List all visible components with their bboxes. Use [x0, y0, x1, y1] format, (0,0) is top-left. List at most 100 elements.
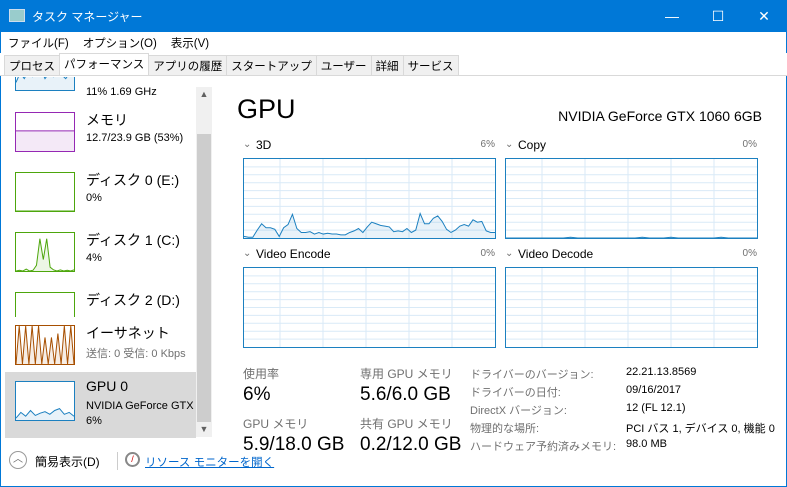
fewer-details-button[interactable]: 簡易表示(D) — [35, 455, 100, 469]
item-detail: 12.7/23.9 GB (53%) — [86, 132, 184, 144]
chevron-down-icon[interactable]: ⌄ — [505, 248, 514, 259]
history-graph — [16, 326, 74, 364]
tab-2[interactable]: アプリの履歴 — [148, 55, 228, 75]
window-title: タスク マネージャー — [32, 10, 143, 24]
gpu-model: NVIDIA GeForce GTX 1060 6GB — [558, 108, 762, 124]
engine-percent: 0% — [742, 139, 757, 150]
history-graph — [244, 268, 495, 347]
chevron-down-icon[interactable]: ⌄ — [243, 248, 252, 259]
detail-key: ドライバーのバージョン: — [470, 369, 594, 381]
engine-label[interactable]: Video Decode — [518, 247, 594, 261]
engine-graph — [243, 267, 496, 348]
history-graph — [16, 293, 74, 317]
sidebar-item-4[interactable]: ディスク 2 (D:) — [5, 284, 196, 317]
engine-graph — [243, 158, 496, 239]
sidebar-item-2[interactable]: ディスク 0 (E:) 0% — [5, 164, 196, 230]
item-name: メモリ — [86, 112, 128, 128]
history-graph — [506, 268, 757, 347]
graph-line — [506, 236, 757, 238]
scroll-thumb[interactable] — [197, 134, 211, 422]
engine-label[interactable]: 3D — [256, 138, 272, 152]
minimize-button[interactable]: — — [665, 8, 679, 24]
history-graph — [16, 77, 74, 90]
scroll-down-icon[interactable]: ▼ — [199, 424, 209, 434]
item-detail: 4% — [86, 252, 102, 264]
scrollbar[interactable]: ▲ ▼ — [196, 87, 212, 437]
history-graph — [506, 159, 757, 238]
graph-area — [16, 130, 74, 151]
shared-memory-value: 0.2/12.0 GB — [360, 434, 462, 455]
menu-file[interactable]: ファイル(F) — [8, 38, 69, 50]
detail-value: 22.21.13.8569 — [626, 366, 697, 378]
title-bar: タスク マネージャー — ☐ ✕ — [0, 0, 787, 32]
tab-5[interactable]: 詳細 — [370, 55, 404, 75]
menu-options[interactable]: オプション(O) — [82, 38, 157, 50]
item-name: ディスク 1 (C:) — [86, 232, 180, 248]
maximize-button[interactable]: ☐ — [711, 8, 725, 24]
graph-line — [244, 211, 495, 238]
graph-area — [244, 213, 495, 238]
detail-value: PCI バス 1, デバイス 0, 機能 0 — [626, 423, 775, 435]
chevron-up-icon[interactable]: ︿ — [9, 451, 27, 469]
item-detail: 0% — [86, 192, 102, 204]
detail-value: 12 (FL 12.1) — [626, 402, 686, 414]
sidebar-item-5[interactable]: イーサネット送信: 0 受信: 0 Kbps — [5, 317, 196, 372]
detail-value: 98.0 MB — [626, 438, 667, 450]
detail-key: ハードウェア予約済みメモリ: — [470, 441, 617, 453]
item-name: イーサネット — [86, 325, 170, 341]
graph-line — [16, 77, 74, 83]
thumbnail-graph — [15, 232, 75, 272]
detail-key: ドライバーの日付: — [470, 387, 561, 399]
engine-percent: 6% — [480, 139, 495, 150]
menu-view[interactable]: 表示(V) — [170, 38, 210, 50]
detail-value: 09/16/2017 — [626, 384, 682, 396]
item-name: GPU 0 — [86, 378, 129, 394]
engine-percent: 0% — [742, 248, 757, 259]
tab-6[interactable]: サービス — [402, 55, 459, 75]
shared-memory-label: 共有 GPU メモリ — [360, 417, 453, 431]
graph-line — [16, 408, 74, 419]
sidebar-item-0[interactable]: 11% 1.69 GHz — [5, 77, 196, 109]
divider — [117, 452, 118, 470]
history-graph — [16, 210, 74, 211]
close-button[interactable]: ✕ — [758, 8, 770, 24]
history-graph — [16, 238, 74, 271]
detail-key: 物理的な場所: — [470, 423, 540, 435]
resource-list: 11% 1.69 GHz メモリ 12.7/23.9 GB (53%) ディスク 0 … — [5, 77, 196, 440]
graph-line — [16, 326, 74, 364]
thumbnail-graph — [15, 77, 75, 91]
item-name: ディスク 2 (D:) — [86, 292, 180, 308]
graph-area — [16, 326, 74, 364]
tab-3[interactable]: スタートアップ — [226, 55, 317, 75]
item-detail: NVIDIA GeForce GTX — [86, 400, 194, 412]
engine-graph — [505, 267, 758, 348]
sidebar-item-6[interactable]: GPU 0 NVIDIA GeForce GTX 6% — [5, 372, 196, 438]
tab-1[interactable]: パフォーマンス — [59, 53, 150, 75]
thumbnail-graph — [15, 112, 75, 152]
sidebar-item-1[interactable]: メモリ 12.7/23.9 GB (53%) — [5, 104, 196, 170]
item-percent: 6% — [86, 415, 102, 427]
tab-0[interactable]: プロセス — [4, 55, 60, 75]
chevron-down-icon[interactable]: ⌄ — [505, 139, 514, 150]
graph-area — [16, 408, 74, 420]
history-graph — [16, 130, 74, 151]
engine-label[interactable]: Video Encode — [256, 247, 331, 261]
scroll-up-icon[interactable]: ▲ — [199, 89, 209, 99]
footer: ︿ 簡易表示(D) / リソース モニターを開く — [5, 447, 775, 477]
engine-label[interactable]: Copy — [518, 138, 547, 152]
gpu-memory-label: GPU メモリ — [243, 417, 309, 431]
utilization-label: 使用率 — [243, 367, 280, 381]
item-detail: 送信: 0 受信: 0 Kbps — [86, 348, 186, 360]
graph-area — [16, 77, 74, 90]
menu-bar: ファイル(F) オプション(O) 表示(V) — [0, 32, 787, 53]
gpu-memory-value: 5.9/18.0 GB — [243, 434, 345, 455]
chevron-down-icon[interactable]: ⌄ — [243, 139, 252, 150]
resource-monitor-link[interactable]: リソース モニターを開く — [145, 457, 275, 469]
tab-4[interactable]: ユーザー — [315, 55, 372, 75]
utilization-value: 6% — [243, 384, 271, 405]
thumbnail-graph — [15, 172, 75, 212]
sidebar-item-3[interactable]: ディスク 1 (C:) 4% — [5, 224, 196, 290]
page-title: GPU — [237, 94, 296, 124]
history-graph — [16, 408, 74, 420]
tab-bar: プロセス パフォーマンス アプリの履歴 スタートアップ ユーザー 詳細 サービス — [0, 53, 787, 76]
